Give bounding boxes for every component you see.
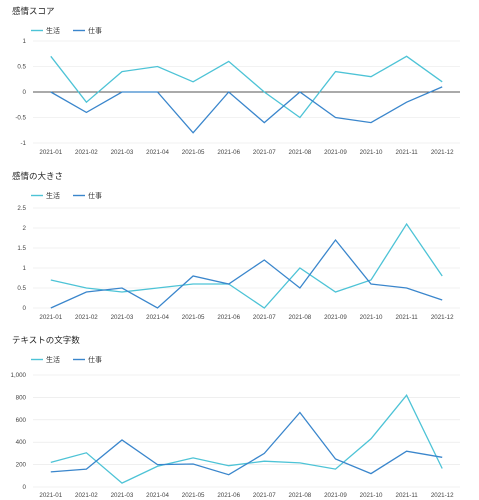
- chart-1-y-tick-label-2: 0.5: [17, 64, 26, 71]
- chart-3-legend-label-1: 生活: [46, 355, 60, 364]
- chart-3-x-tick-label-12: 2021-12: [431, 492, 454, 499]
- chart-2-title: 感情の大きさ: [12, 171, 63, 181]
- chart-3-x-tick-label-8: 2021-08: [289, 492, 312, 499]
- chart-1-x-tick-label-1: 2021-01: [39, 149, 62, 156]
- chart-2-x-tick-label-3: 2021-03: [111, 314, 134, 321]
- chart-1-x-tick-label-12: 2021-12: [431, 149, 454, 156]
- chart-2-x-tick-label-1: 2021-01: [39, 314, 62, 321]
- chart-2-y-tick-label-2: 2: [23, 225, 27, 232]
- chart-2-y-tick-label-3: 1.5: [17, 245, 26, 252]
- chart-3-series-line-1: [50, 394, 443, 484]
- chart-3-x-tick-label-3: 2021-03: [111, 492, 134, 499]
- chart-1-x-tick-label-8: 2021-08: [289, 149, 312, 156]
- chart-2-series-line-2: [50, 238, 443, 309]
- chart-1-legend-label-2: 仕事: [88, 26, 102, 35]
- chart-1-x-tick-label-7: 2021-07: [253, 149, 276, 156]
- chart-2-x-tick-label-6: 2021-06: [217, 314, 240, 321]
- chart-3-series-line-2: [50, 411, 443, 476]
- chart-3-y-tick-label-1: 1,000: [11, 372, 27, 379]
- chart-1-x-tick-label-11: 2021-11: [396, 149, 419, 156]
- chart-1-x-tick-label-10: 2021-10: [360, 149, 383, 156]
- chart-1-series-line-1: [50, 55, 443, 119]
- chart-1-x-tick-label-9: 2021-09: [324, 149, 347, 156]
- chart-2-y-tick-label-5: 0.5: [17, 285, 26, 292]
- chart-3-x-tick-label-7: 2021-07: [253, 492, 276, 499]
- chart-2-x-tick-label-10: 2021-10: [360, 314, 383, 321]
- chart-3-x-tick-label-1: 2021-01: [39, 492, 62, 499]
- chart-3-y-tick-label-4: 400: [16, 439, 27, 446]
- chart-3-y-tick-label-6: 0: [23, 484, 27, 491]
- chart-2-x-tick-label-5: 2021-05: [182, 314, 205, 321]
- chart-2-x-tick-label-8: 2021-08: [289, 314, 312, 321]
- chart-3-x-tick-label-6: 2021-06: [217, 492, 240, 499]
- chart-1-x-tick-label-5: 2021-05: [182, 149, 205, 156]
- chart-1-x-tick-label-6: 2021-06: [217, 149, 240, 156]
- chart-1-x-tick-label-2: 2021-02: [75, 149, 98, 156]
- chart-3-y-tick-label-3: 600: [16, 417, 27, 424]
- chart-2-legend-label-1: 生活: [46, 191, 60, 200]
- chart-2-x-tick-label-7: 2021-07: [253, 314, 276, 321]
- chart-1-title: 感情スコア: [12, 6, 55, 16]
- chart-3-x-tick-label-9: 2021-09: [324, 492, 347, 499]
- chart-3-x-tick-label-5: 2021-05: [182, 492, 205, 499]
- chart-3-x-tick-label-4: 2021-04: [146, 492, 169, 499]
- chart-3-x-tick-label-2: 2021-02: [75, 492, 98, 499]
- chart-1-y-tick-label-5: -1: [20, 140, 26, 147]
- chart-3-title: テキストの文字数: [12, 335, 80, 345]
- chart-1-y-tick-label-3: 0: [23, 89, 27, 96]
- chart-2-x-tick-label-2: 2021-02: [75, 314, 98, 321]
- chart-3-y-tick-label-2: 800: [16, 394, 27, 401]
- chart-1-legend-label-1: 生活: [46, 26, 60, 35]
- chart-1-series-line-2: [50, 86, 443, 134]
- chart-1-y-tick-label-4: -0.5: [15, 115, 26, 122]
- chart-3-y-tick-label-5: 200: [16, 462, 27, 469]
- chart-1-x-tick-label-3: 2021-03: [111, 149, 134, 156]
- chart-1-x-tick-label-4: 2021-04: [146, 149, 169, 156]
- chart-2-x-tick-label-11: 2021-11: [396, 314, 419, 321]
- chart-2-y-tick-label-6: 0: [23, 305, 27, 312]
- chart-2-x-tick-label-12: 2021-12: [431, 314, 454, 321]
- chart-2-x-tick-label-4: 2021-04: [146, 314, 169, 321]
- chart-3-x-tick-label-10: 2021-10: [360, 492, 383, 499]
- chart-2-legend-label-2: 仕事: [88, 191, 102, 200]
- chart-3-legend-label-2: 仕事: [88, 355, 102, 364]
- chart-2-x-tick-label-9: 2021-09: [324, 314, 347, 321]
- chart-2-series-line-1: [50, 222, 443, 309]
- chart-3-x-tick-label-11: 2021-11: [396, 492, 419, 499]
- chart-2-y-tick-label-4: 1: [23, 265, 27, 272]
- chart-2-y-tick-label-1: 2.5: [17, 205, 26, 212]
- chart-1-y-tick-label-1: 1: [23, 38, 27, 45]
